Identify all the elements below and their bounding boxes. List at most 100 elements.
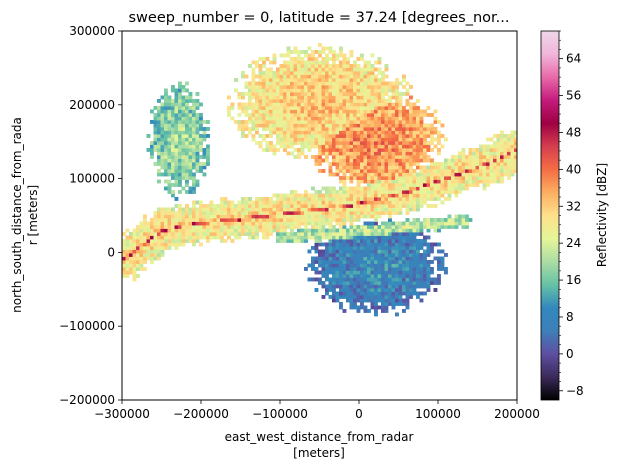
reflectivity-cell [192,214,196,219]
reflectivity-cell [405,134,410,138]
reflectivity-cell [419,123,424,128]
reflectivity-cell [307,263,312,268]
reflectivity-cell [192,116,196,121]
reflectivity-cell [377,92,382,96]
reflectivity-cell [297,53,301,58]
reflectivity-cell [171,134,175,138]
reflectivity-cell [360,148,364,152]
reflectivity-cell [300,116,305,121]
reflectivity-cell [185,88,189,93]
reflectivity-cell [251,92,256,96]
reflectivity-cell [269,106,273,110]
reflectivity-cell [423,197,427,201]
reflectivity-cell [398,263,403,268]
reflectivity-cell [167,99,172,103]
reflectivity-cell [363,172,368,177]
reflectivity-cell [164,95,168,100]
reflectivity-cell [402,249,406,254]
reflectivity-cell [384,144,389,149]
reflectivity-cell [363,274,368,278]
reflectivity-cell [125,246,130,250]
reflectivity-cell [136,232,140,236]
reflectivity-cell [276,102,280,107]
reflectivity-cell [143,249,147,254]
reflectivity-cell [314,64,319,68]
reflectivity-cell [251,127,256,131]
reflectivity-cell [272,99,277,103]
reflectivity-cell [423,263,427,268]
reflectivity-cell [325,211,329,215]
reflectivity-cell [412,277,417,282]
reflectivity-cell [328,141,333,145]
reflectivity-cell [353,270,357,275]
reflectivity-cell [188,113,193,117]
reflectivity-cell [279,127,284,131]
reflectivity-cell [241,228,245,233]
reflectivity-cell [265,57,270,61]
reflectivity-cell [437,256,441,261]
reflectivity-cell [353,165,357,170]
reflectivity-cell [419,256,424,261]
reflectivity-cell [482,158,487,163]
reflectivity-cell [307,46,312,51]
reflectivity-cell [227,228,231,233]
reflectivity-cell [279,106,284,110]
reflectivity-cell [241,95,245,100]
reflectivity-cell [349,218,354,222]
reflectivity-cell [251,113,256,117]
reflectivity-cell [332,232,336,236]
reflectivity-cell [391,263,396,268]
reflectivity-cell [265,81,270,86]
reflectivity-cell [370,116,375,121]
reflectivity-cell [223,204,228,208]
y-tick-label: 200000 [69,98,115,112]
reflectivity-cell [353,120,357,124]
reflectivity-cell [321,281,326,285]
reflectivity-cell [402,298,406,303]
reflectivity-cell [283,123,287,128]
reflectivity-cell [440,260,445,264]
reflectivity-cell [440,179,445,184]
reflectivity-cell [321,200,326,205]
reflectivity-cell [416,256,420,261]
reflectivity-cell [475,176,480,180]
reflectivity-cell [447,165,452,170]
colorbar-tick-label: 32 [566,199,581,213]
reflectivity-cell [248,207,252,212]
reflectivity-cell [412,284,417,289]
reflectivity-cell [276,225,280,229]
reflectivity-cell [402,193,406,198]
reflectivity-cell [181,151,186,156]
reflectivity-cell [409,232,413,236]
reflectivity-cell [346,274,350,278]
reflectivity-cell [269,197,273,201]
reflectivity-cell [377,158,382,163]
reflectivity-cell [314,242,319,247]
reflectivity-cell [265,228,270,233]
reflectivity-cell [279,218,284,222]
reflectivity-cell [363,151,368,156]
reflectivity-cell [363,270,368,275]
reflectivity-cell [388,218,392,222]
reflectivity-cell [153,235,158,240]
reflectivity-cell [349,151,354,156]
reflectivity-cell [395,109,399,114]
reflectivity-cell [489,165,494,170]
reflectivity-cell [286,71,291,75]
reflectivity-cell [314,78,319,82]
reflectivity-cell [321,113,326,117]
reflectivity-cell [349,298,354,303]
reflectivity-cell [174,120,179,124]
reflectivity-cell [290,137,294,142]
reflectivity-cell [171,148,175,152]
reflectivity-cell [328,284,333,289]
reflectivity-cell [339,155,343,159]
reflectivity-cell [423,239,427,243]
reflectivity-cell [125,249,130,254]
reflectivity-cell [489,144,494,149]
reflectivity-cell [384,183,389,187]
reflectivity-cell [153,246,158,250]
colorbar-tick-label: 64 [566,52,581,66]
reflectivity-cell [251,200,256,205]
reflectivity-cell [391,305,396,310]
